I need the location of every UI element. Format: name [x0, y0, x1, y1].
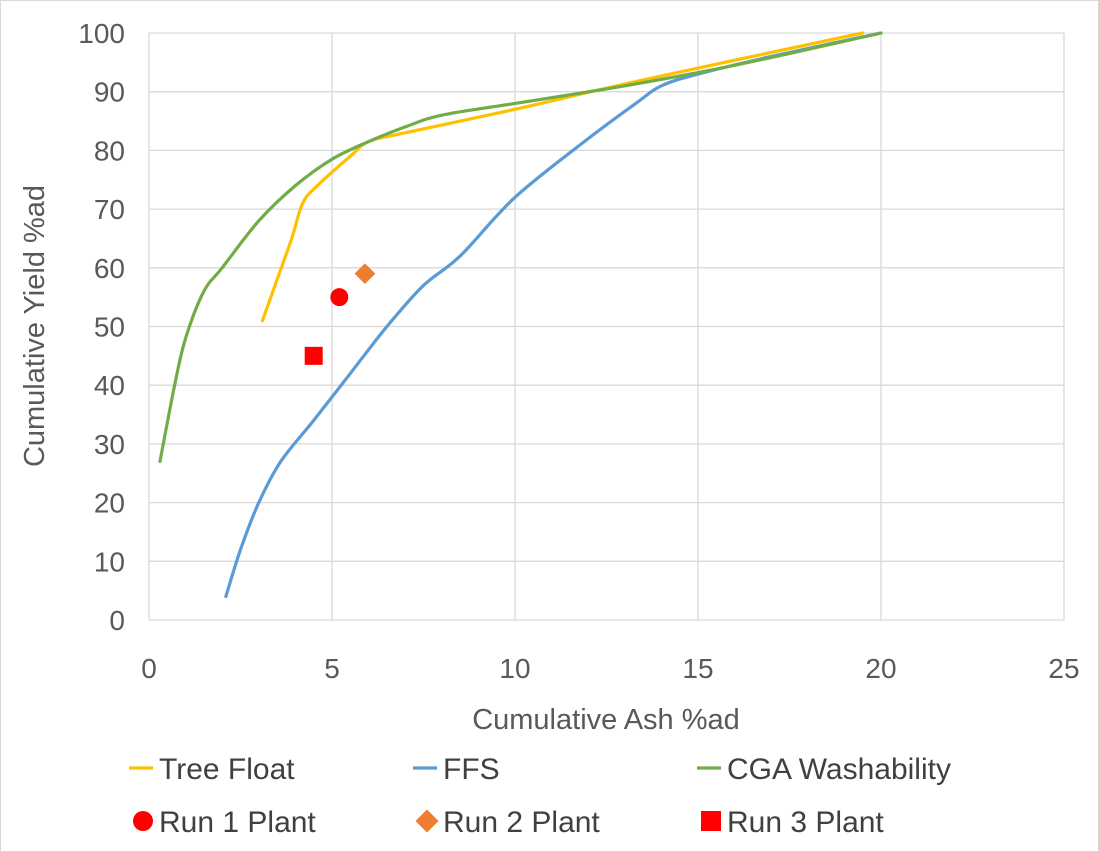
cga-washability-series-line — [158, 31, 883, 464]
x-tick-label: 0 — [141, 653, 157, 684]
y-tick-label: 100 — [78, 18, 125, 49]
legend-item-ffs: FFS — [413, 753, 500, 786]
legend-item-cga-washability: CGA Washability — [697, 753, 951, 786]
x-tick-label: 20 — [865, 653, 896, 684]
run-3-plant-marker — [304, 346, 323, 365]
y-tick-label: 20 — [94, 488, 125, 519]
tree-float-series-line — [260, 31, 865, 323]
y-tick-label: 70 — [94, 194, 125, 225]
x-tick-label: 5 — [324, 653, 340, 684]
legend-label: Run 2 Plant — [443, 806, 600, 839]
legend-swatch — [415, 809, 439, 833]
series-markers — [304, 263, 376, 365]
legend: Tree Float FFS CGA Washability Run 1 Plant R… — [129, 753, 951, 839]
legend-item-run-1-plant: Run 1 Plant — [133, 806, 316, 839]
legend-item-run-2-plant: Run 2 Plant — [415, 806, 600, 839]
x-axis-title: Cumulative Ash %ad — [472, 704, 740, 736]
legend-swatch — [133, 811, 153, 831]
y-tick-label: 90 — [94, 77, 125, 108]
series-lines — [158, 31, 883, 599]
x-tick-labels: 0 5 10 15 20 25 — [141, 653, 1079, 684]
y-tick-label: 30 — [94, 429, 125, 460]
y-axis-title: Cumulative Yield %ad — [19, 185, 51, 467]
legend-label: CGA Washability — [727, 753, 951, 786]
ffs-series-line — [224, 31, 883, 599]
y-tick-label: 50 — [94, 312, 125, 343]
y-tick-labels: 0 10 20 30 40 50 60 70 80 90 100 — [78, 18, 125, 636]
y-tick-label: 60 — [94, 253, 125, 284]
legend-label: Run 1 Plant — [159, 806, 316, 839]
x-tick-label: 10 — [499, 653, 530, 684]
y-tick-label: 10 — [94, 546, 125, 577]
run-2-plant-marker — [354, 263, 376, 285]
x-tick-label: 25 — [1048, 653, 1079, 684]
x-tick-label: 15 — [682, 653, 713, 684]
y-tick-label: 0 — [109, 605, 125, 636]
y-tick-label: 80 — [94, 135, 125, 166]
y-tick-label: 40 — [94, 370, 125, 401]
run-1-plant-marker — [330, 288, 349, 307]
gridlines — [148, 32, 1065, 621]
legend-label: Tree Float — [159, 753, 295, 786]
legend-item-tree-float: Tree Float — [129, 753, 295, 786]
legend-label: FFS — [443, 753, 500, 786]
legend-swatch — [701, 811, 721, 831]
legend-item-run-3-plant: Run 3 Plant — [701, 806, 884, 839]
legend-label: Run 3 Plant — [727, 806, 884, 839]
